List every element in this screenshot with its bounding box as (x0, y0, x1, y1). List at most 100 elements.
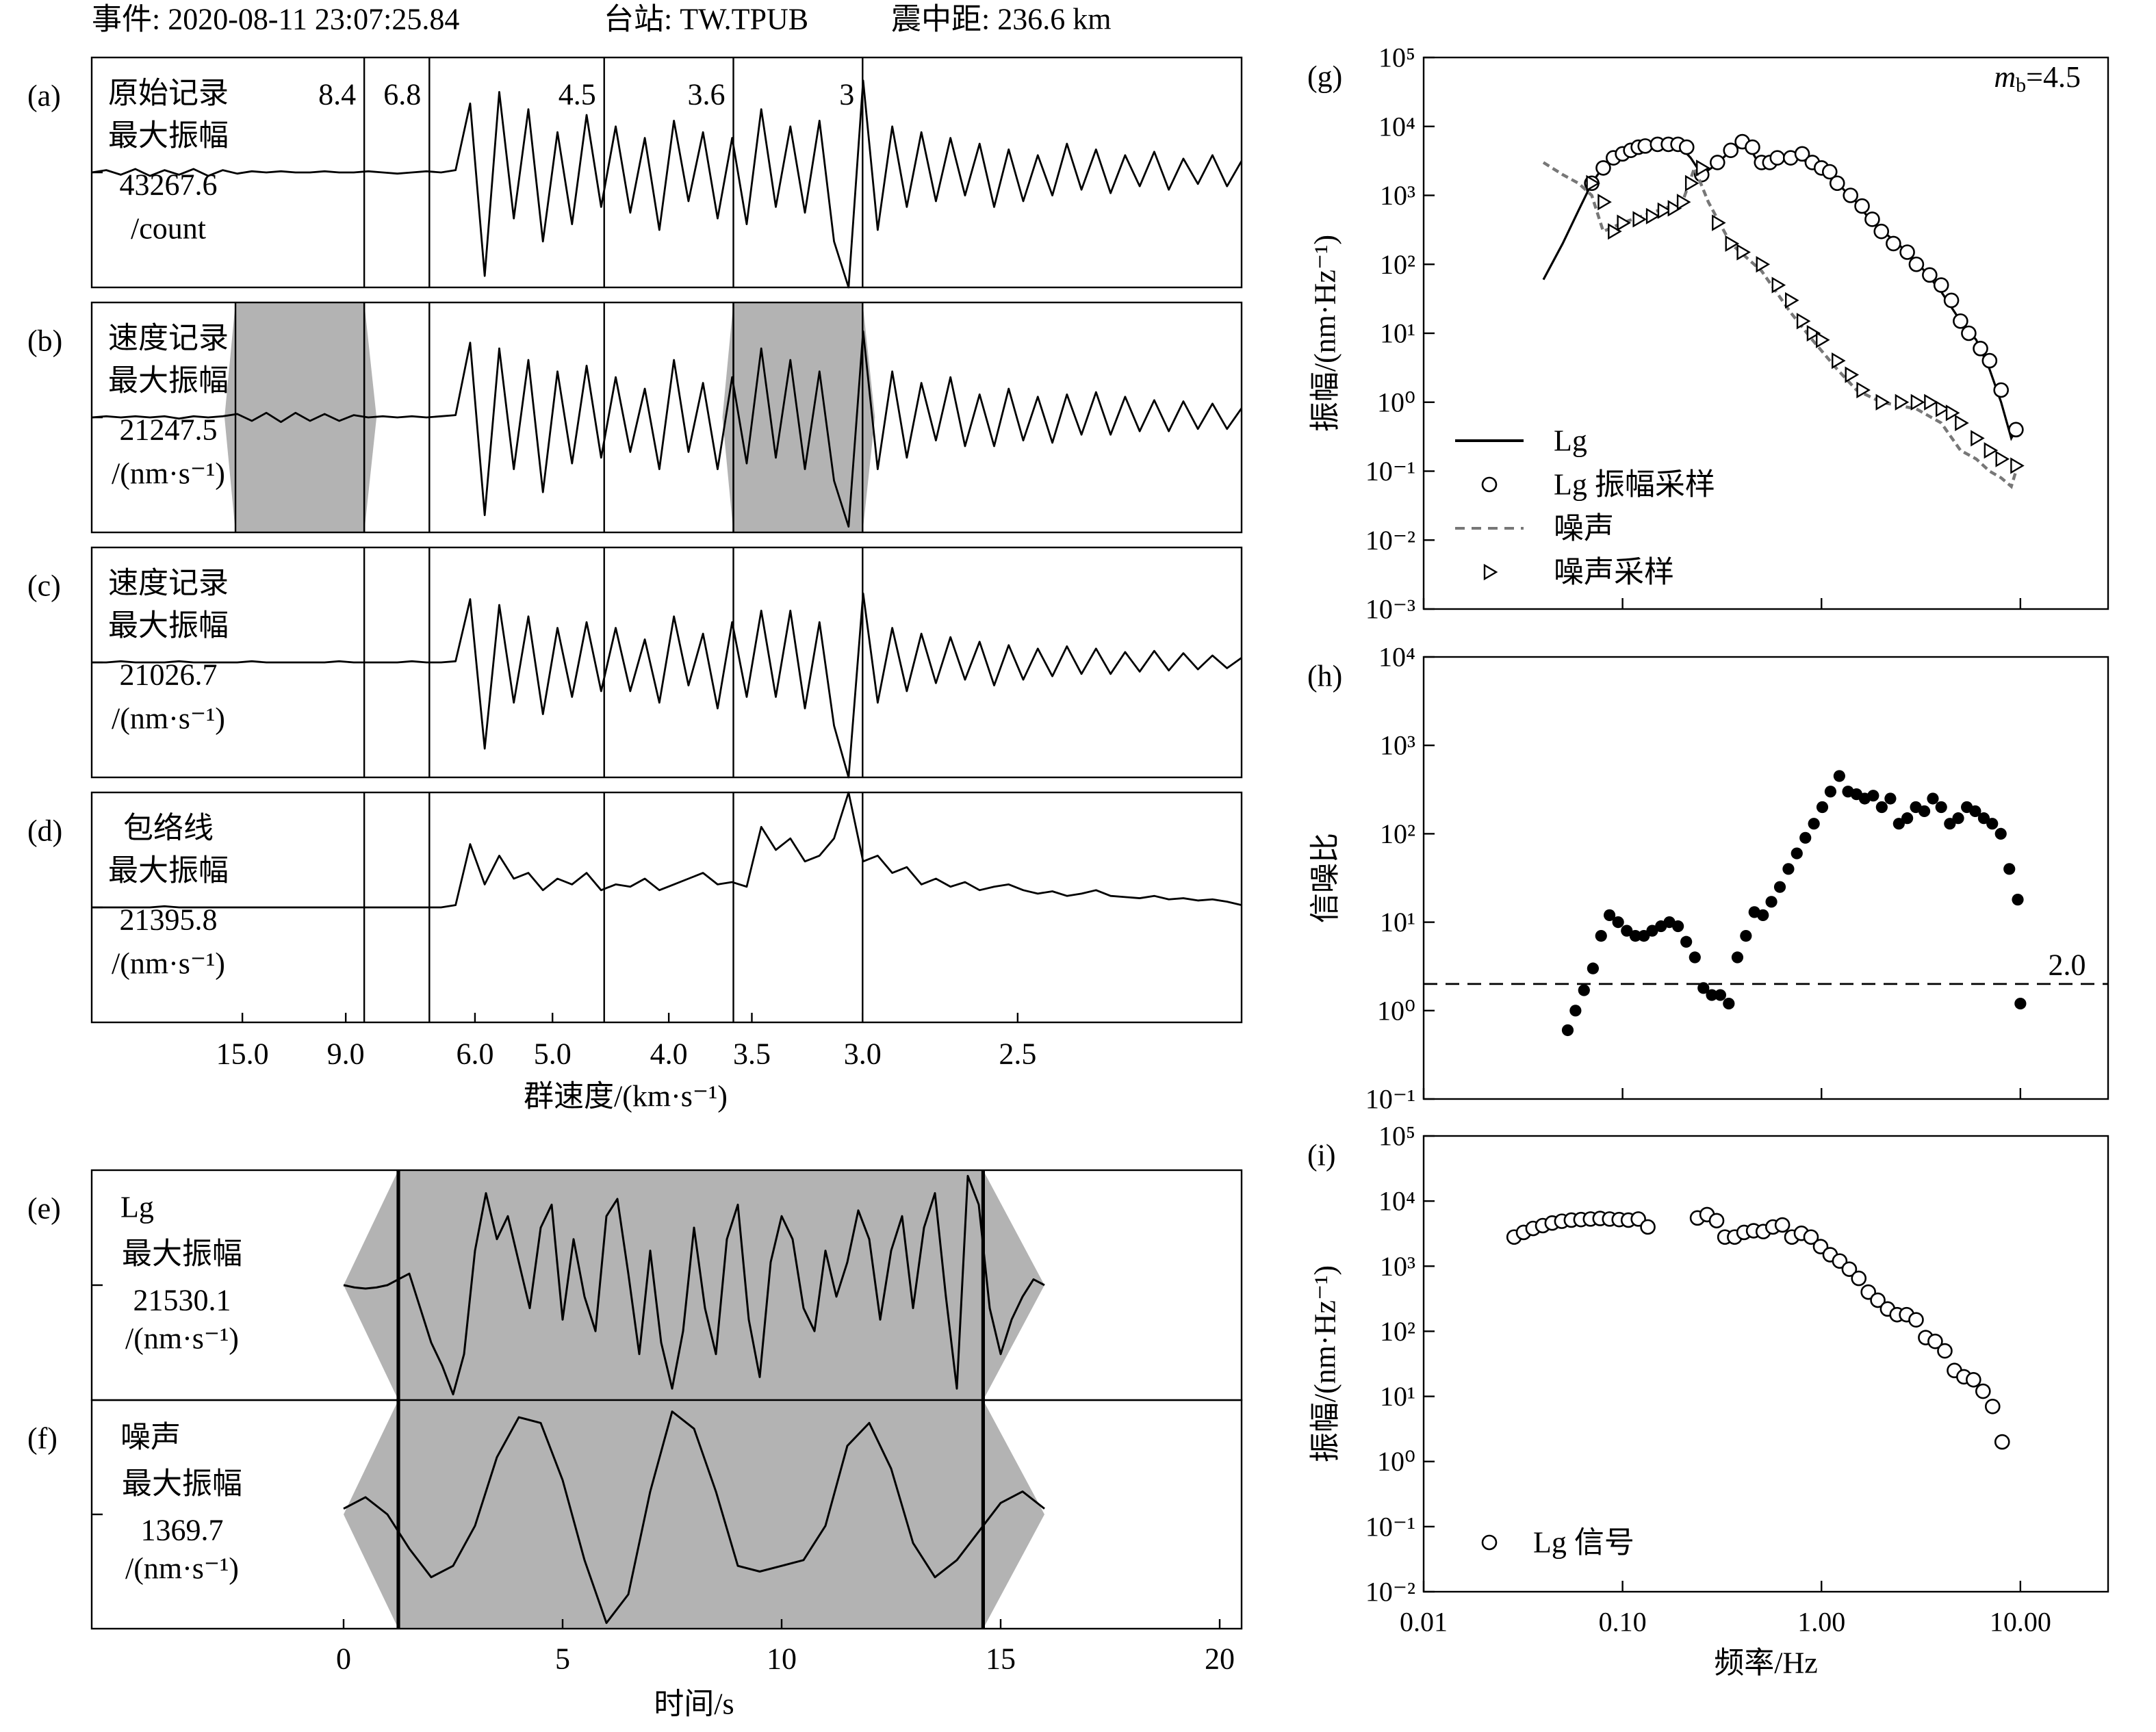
sample-circle (1873, 223, 1890, 240)
sample-triangle (1936, 400, 1950, 417)
snr-dot (1927, 792, 1939, 805)
panel-text: 最大振幅 (108, 609, 229, 643)
x-tick-label: 6.0 (456, 1037, 493, 1071)
snr-dot (1808, 818, 1820, 830)
annotation: mb=4.5 (1994, 60, 2081, 96)
y-tick-label: 10² (1380, 1316, 1415, 1347)
panel-text: 速度记录 (108, 567, 229, 600)
snr-dot (1697, 982, 1710, 994)
annotation-text: =4.5 (2026, 60, 2081, 94)
sample-circle (1481, 476, 1498, 493)
y-axis-label: 振幅/(nm·Hz⁻¹) (1309, 235, 1342, 432)
sample-triangle (1608, 223, 1622, 240)
sample-triangle (1832, 352, 1846, 370)
max-amplitude: 1369.7 (141, 1514, 224, 1547)
legend-label: Lg 信号 (1533, 1526, 1634, 1560)
snr-dot (1867, 790, 1879, 802)
panel-text: 包络线 (123, 812, 214, 845)
sample-circle (1984, 1399, 2001, 1414)
sample-circle (1637, 138, 1654, 154)
max-amplitude: 43267.6 (120, 168, 218, 202)
panel-text: 原始记录 (108, 77, 229, 110)
sample-triangle (1771, 276, 1786, 294)
snr-dot (1875, 801, 1888, 814)
sample-circle (1864, 211, 1880, 227)
max-amplitude: 21530.1 (133, 1284, 231, 1317)
snr-dot (2014, 997, 2027, 1010)
x-tick-label: 4.0 (650, 1037, 688, 1071)
panel-frame (1422, 656, 2109, 1100)
x-tick-label: 0.10 (1599, 1607, 1647, 1638)
snr-dot (1935, 801, 1947, 814)
snr-dot (1892, 818, 1905, 830)
sample-circle (1794, 146, 1810, 162)
panel-label: (d) (27, 814, 62, 848)
y-tick-label: 10⁻³ (1365, 594, 1415, 625)
snr-dot (1723, 997, 1735, 1010)
y-tick-label: 10¹ (1380, 1381, 1415, 1412)
sample-circle (1774, 1217, 1791, 1233)
station-info: 台站: TW.TPUB (604, 3, 808, 36)
sample-circle (1937, 1343, 1953, 1359)
sample-triangle (1756, 256, 1771, 273)
panel-label: (e) (27, 1192, 61, 1226)
y-tick-label: 10⁻¹ (1365, 1511, 1415, 1542)
sample-circle (1981, 352, 1998, 369)
snr-dot (1765, 896, 1778, 908)
sample-triangle (1845, 366, 1860, 383)
panel-text: 最大振幅 (108, 364, 229, 398)
amplitude-unit: /(nm·s⁻¹) (112, 947, 225, 981)
sample-circle (1975, 1383, 1991, 1399)
legend-label: 噪声采样 (1554, 556, 1674, 589)
legend-label: Lg 振幅采样 (1554, 468, 1715, 502)
marker-label: 4.5 (559, 78, 596, 112)
y-axis-label: 振幅/(nm·Hz⁻¹) (1309, 1265, 1342, 1462)
x-tick-label: 3.5 (733, 1037, 771, 1071)
x-tick-label: 15 (986, 1642, 1016, 1676)
sample-circle (1851, 1270, 1867, 1287)
sample-triangle (1875, 393, 1890, 411)
sample-triangle (1736, 244, 1751, 261)
y-tick-label: 10² (1380, 249, 1415, 280)
panel-text: 最大振幅 (122, 1237, 242, 1271)
sample-circle (1927, 1333, 1943, 1349)
snr-dot (1986, 818, 1999, 830)
x-tick-label: 5.0 (534, 1037, 572, 1071)
y-tick-label: 10¹ (1380, 318, 1415, 349)
annotation-symbol: m (1994, 60, 2016, 94)
amplitude-unit: /(nm·s⁻¹) (112, 457, 225, 491)
waveform-trace (92, 592, 1242, 779)
sample-circle (1899, 244, 1915, 260)
sample-triangle (1676, 194, 1691, 211)
sample-triangle (1955, 414, 1969, 432)
y-tick-label: 10⁻² (1365, 525, 1415, 556)
y-tick-label: 10⁻¹ (1365, 1084, 1415, 1115)
event-info: 事件: 2020-08-11 23:07:25.84 (92, 3, 459, 36)
amplitude-unit: /(nm·s⁻¹) (125, 1552, 239, 1586)
snr-dot (1731, 951, 1744, 964)
x-axis-label: 群速度/(km·s⁻¹) (524, 1080, 728, 1113)
panel-text: 最大振幅 (108, 119, 229, 153)
panel-label: (i) (1307, 1139, 1336, 1172)
snr-dot (1918, 805, 1931, 818)
snr-dot (1824, 786, 1837, 798)
sample-triangle (1971, 430, 1985, 447)
sample-triangle (1924, 393, 1938, 411)
y-tick-label: 10⁻² (1365, 1577, 1415, 1607)
x-tick-label: 3.0 (844, 1037, 882, 1071)
y-tick-label: 10² (1380, 818, 1415, 849)
y-tick-label: 10³ (1380, 180, 1415, 211)
sample-triangle (1984, 442, 1999, 459)
waveform-trace (91, 330, 1243, 528)
snr-dot (1621, 925, 1633, 937)
snr-dot (1757, 909, 1769, 921)
snr-dot (1816, 801, 1829, 814)
snr-dot (1578, 984, 1590, 996)
snr-dot (1587, 962, 1599, 974)
x-tick-label: 15.0 (216, 1037, 269, 1071)
y-axis-label: 信噪比 (1309, 833, 1342, 923)
sample-circle (1961, 325, 1977, 341)
snr-dot (1884, 792, 1897, 805)
